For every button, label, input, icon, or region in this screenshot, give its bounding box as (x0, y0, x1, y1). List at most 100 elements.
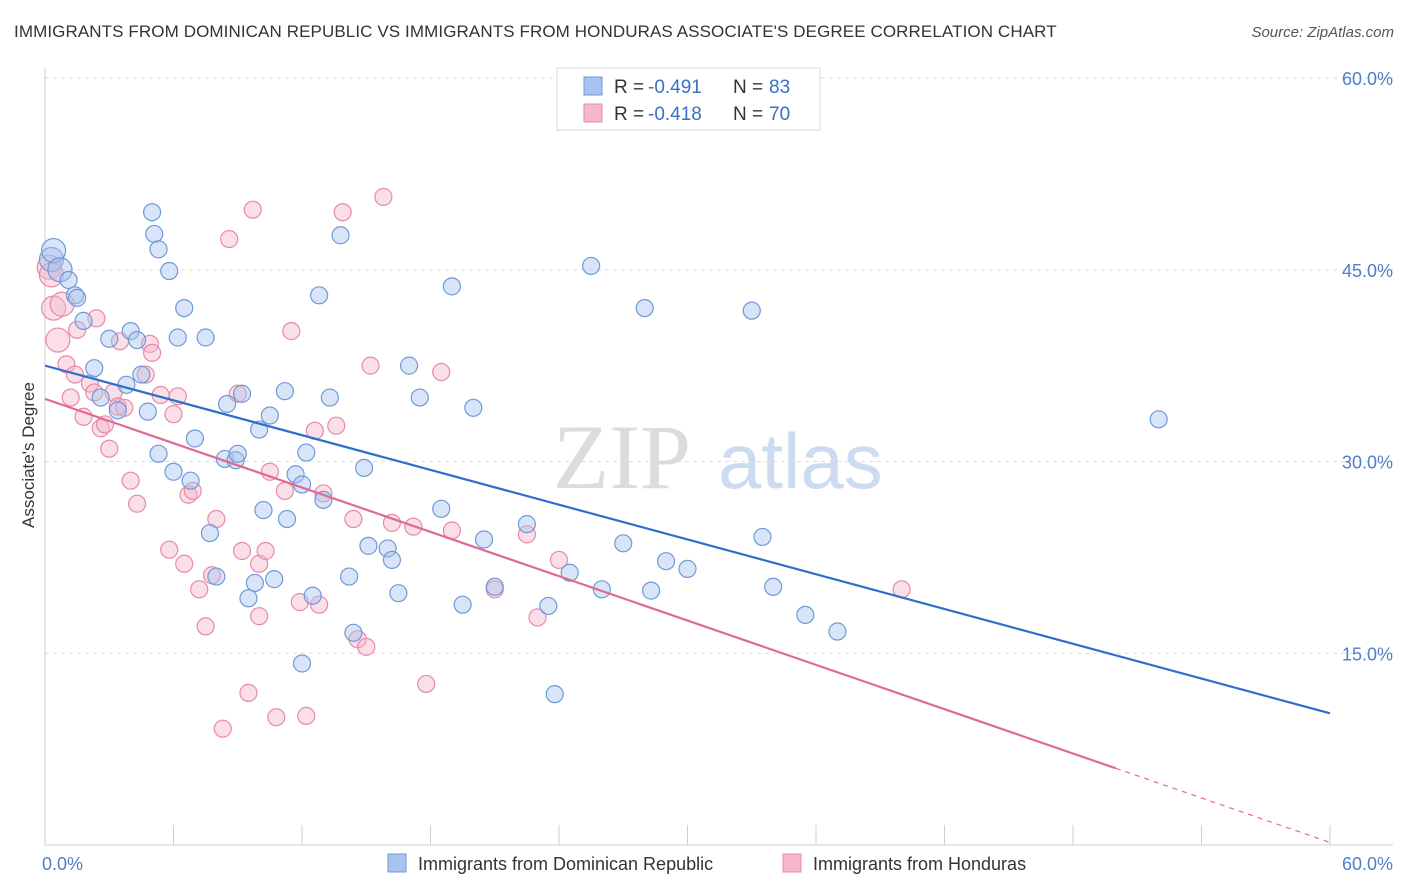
data-point-dominican (678, 559, 697, 578)
stats-r-label: R = (614, 77, 644, 98)
data-point-honduras (344, 509, 363, 529)
data-point-dominican (181, 471, 200, 490)
data-point-honduras (310, 595, 329, 614)
data-point-honduras (267, 708, 286, 727)
y-tick-label: 60.0% (1342, 69, 1393, 89)
data-point-dominican (239, 589, 258, 608)
data-point-honduras (374, 187, 393, 206)
data-point-dominican (175, 299, 194, 318)
y-tick-label: 45.0% (1342, 261, 1393, 281)
data-point-honduras (68, 320, 87, 339)
data-point-honduras (175, 554, 194, 573)
data-point-dominican (91, 388, 110, 407)
gridlines (45, 77, 1393, 654)
stats-legend: R = -0.491 N = 83 R = -0.418 N = 70 (556, 67, 821, 131)
data-point-dominican (207, 567, 226, 586)
data-point-dominican (344, 623, 363, 642)
data-point-honduras (160, 540, 179, 559)
data-point-dominican (320, 388, 339, 407)
data-point-dominican (359, 536, 378, 555)
data-point-dominican (265, 570, 284, 589)
data-point-dominican (149, 444, 168, 463)
data-point-dominican (582, 256, 601, 276)
data-point-dominican (517, 515, 536, 534)
chart-title: IMMIGRANTS FROM DOMINICAN REPUBLIC VS IM… (14, 22, 1057, 41)
legend-label-dominican: Immigrants from Dominican Republic (418, 854, 713, 874)
data-point-honduras (282, 322, 301, 341)
source-credit: Source: ZipAtlas.com (1251, 24, 1394, 41)
data-point-honduras (232, 541, 252, 561)
data-point-dominican (74, 311, 93, 330)
x-tick-label-min: 0.0% (42, 854, 83, 874)
data-point-dominican (145, 224, 164, 244)
data-point-dominican (127, 330, 147, 350)
y-tick-label: 30.0% (1342, 453, 1393, 473)
data-point-dominican (656, 552, 676, 571)
stats-swatch-honduras (583, 103, 603, 123)
data-point-dominican (245, 573, 264, 593)
y-tick-labels: 15.0% 30.0% 45.0% 60.0% (1342, 69, 1393, 664)
data-point-dominican (142, 203, 162, 222)
data-point-dominican (168, 328, 187, 347)
data-point-dominican (292, 654, 312, 673)
data-point-dominican (68, 288, 87, 307)
data-point-dominican (228, 444, 247, 463)
data-point-honduras (142, 343, 162, 362)
data-point-dominican (796, 605, 815, 625)
x-tick-labels: 0.0% 60.0% (42, 854, 1393, 874)
data-point-honduras (432, 362, 451, 382)
data-point-dominican (635, 299, 654, 318)
data-point-dominican (164, 462, 183, 481)
data-point-honduras (297, 706, 316, 725)
data-point-dominican (149, 240, 168, 259)
data-point-dominican (641, 581, 661, 600)
data-point-dominican (160, 261, 179, 281)
data-point-dominican (232, 384, 252, 403)
data-point-dominican (132, 365, 151, 384)
data-point-honduras (100, 439, 119, 458)
data-point-honduras (121, 471, 140, 490)
data-point-dominican (286, 465, 305, 484)
data-point-dominican (442, 277, 462, 296)
trend-line-dominican (44, 364, 1331, 715)
stats-r-label: R = (614, 104, 644, 125)
data-point-honduras (136, 365, 155, 384)
data-point-honduras (361, 356, 380, 375)
data-point-dominican (382, 550, 402, 570)
data-point-honduras (275, 481, 294, 501)
data-point-dominican (65, 286, 85, 305)
stats-n-value: 70 (769, 104, 790, 125)
stats-r-value: -0.418 (648, 104, 702, 125)
data-point-honduras (61, 388, 80, 407)
data-point-dominican (764, 577, 783, 596)
data-point-honduras (357, 637, 376, 656)
data-point-honduras (213, 719, 232, 738)
data-point-dominican (331, 226, 350, 245)
data-point-honduras (549, 550, 569, 570)
series-honduras-points (36, 187, 911, 738)
data-point-dominican (453, 595, 472, 614)
data-point-honduras (517, 525, 536, 544)
stats-n-label: N = (733, 77, 763, 98)
y-tick-label: 15.0% (1342, 644, 1393, 664)
data-point-dominican (275, 382, 294, 401)
data-point-dominican (196, 328, 215, 347)
data-point-dominican (545, 685, 564, 704)
data-point-honduras (327, 416, 346, 435)
data-point-honduras (220, 229, 239, 249)
trend-line-honduras (44, 397, 1117, 770)
legend-swatch-honduras (782, 853, 802, 873)
stats-r-value: -0.491 (648, 77, 702, 98)
data-point-dominican (185, 429, 205, 448)
data-point-dominican (464, 398, 483, 417)
data-point-honduras (256, 541, 275, 561)
y-axis-label: Associate's Degree (19, 382, 38, 528)
data-point-dominican (297, 443, 316, 462)
x-tick-label-max: 60.0% (1342, 854, 1393, 874)
data-point-honduras (528, 608, 547, 627)
data-point-dominican (117, 375, 136, 394)
data-point-honduras (250, 607, 269, 626)
data-point-dominican (539, 596, 558, 616)
data-point-dominican (1149, 410, 1168, 429)
data-point-dominican (217, 394, 237, 414)
